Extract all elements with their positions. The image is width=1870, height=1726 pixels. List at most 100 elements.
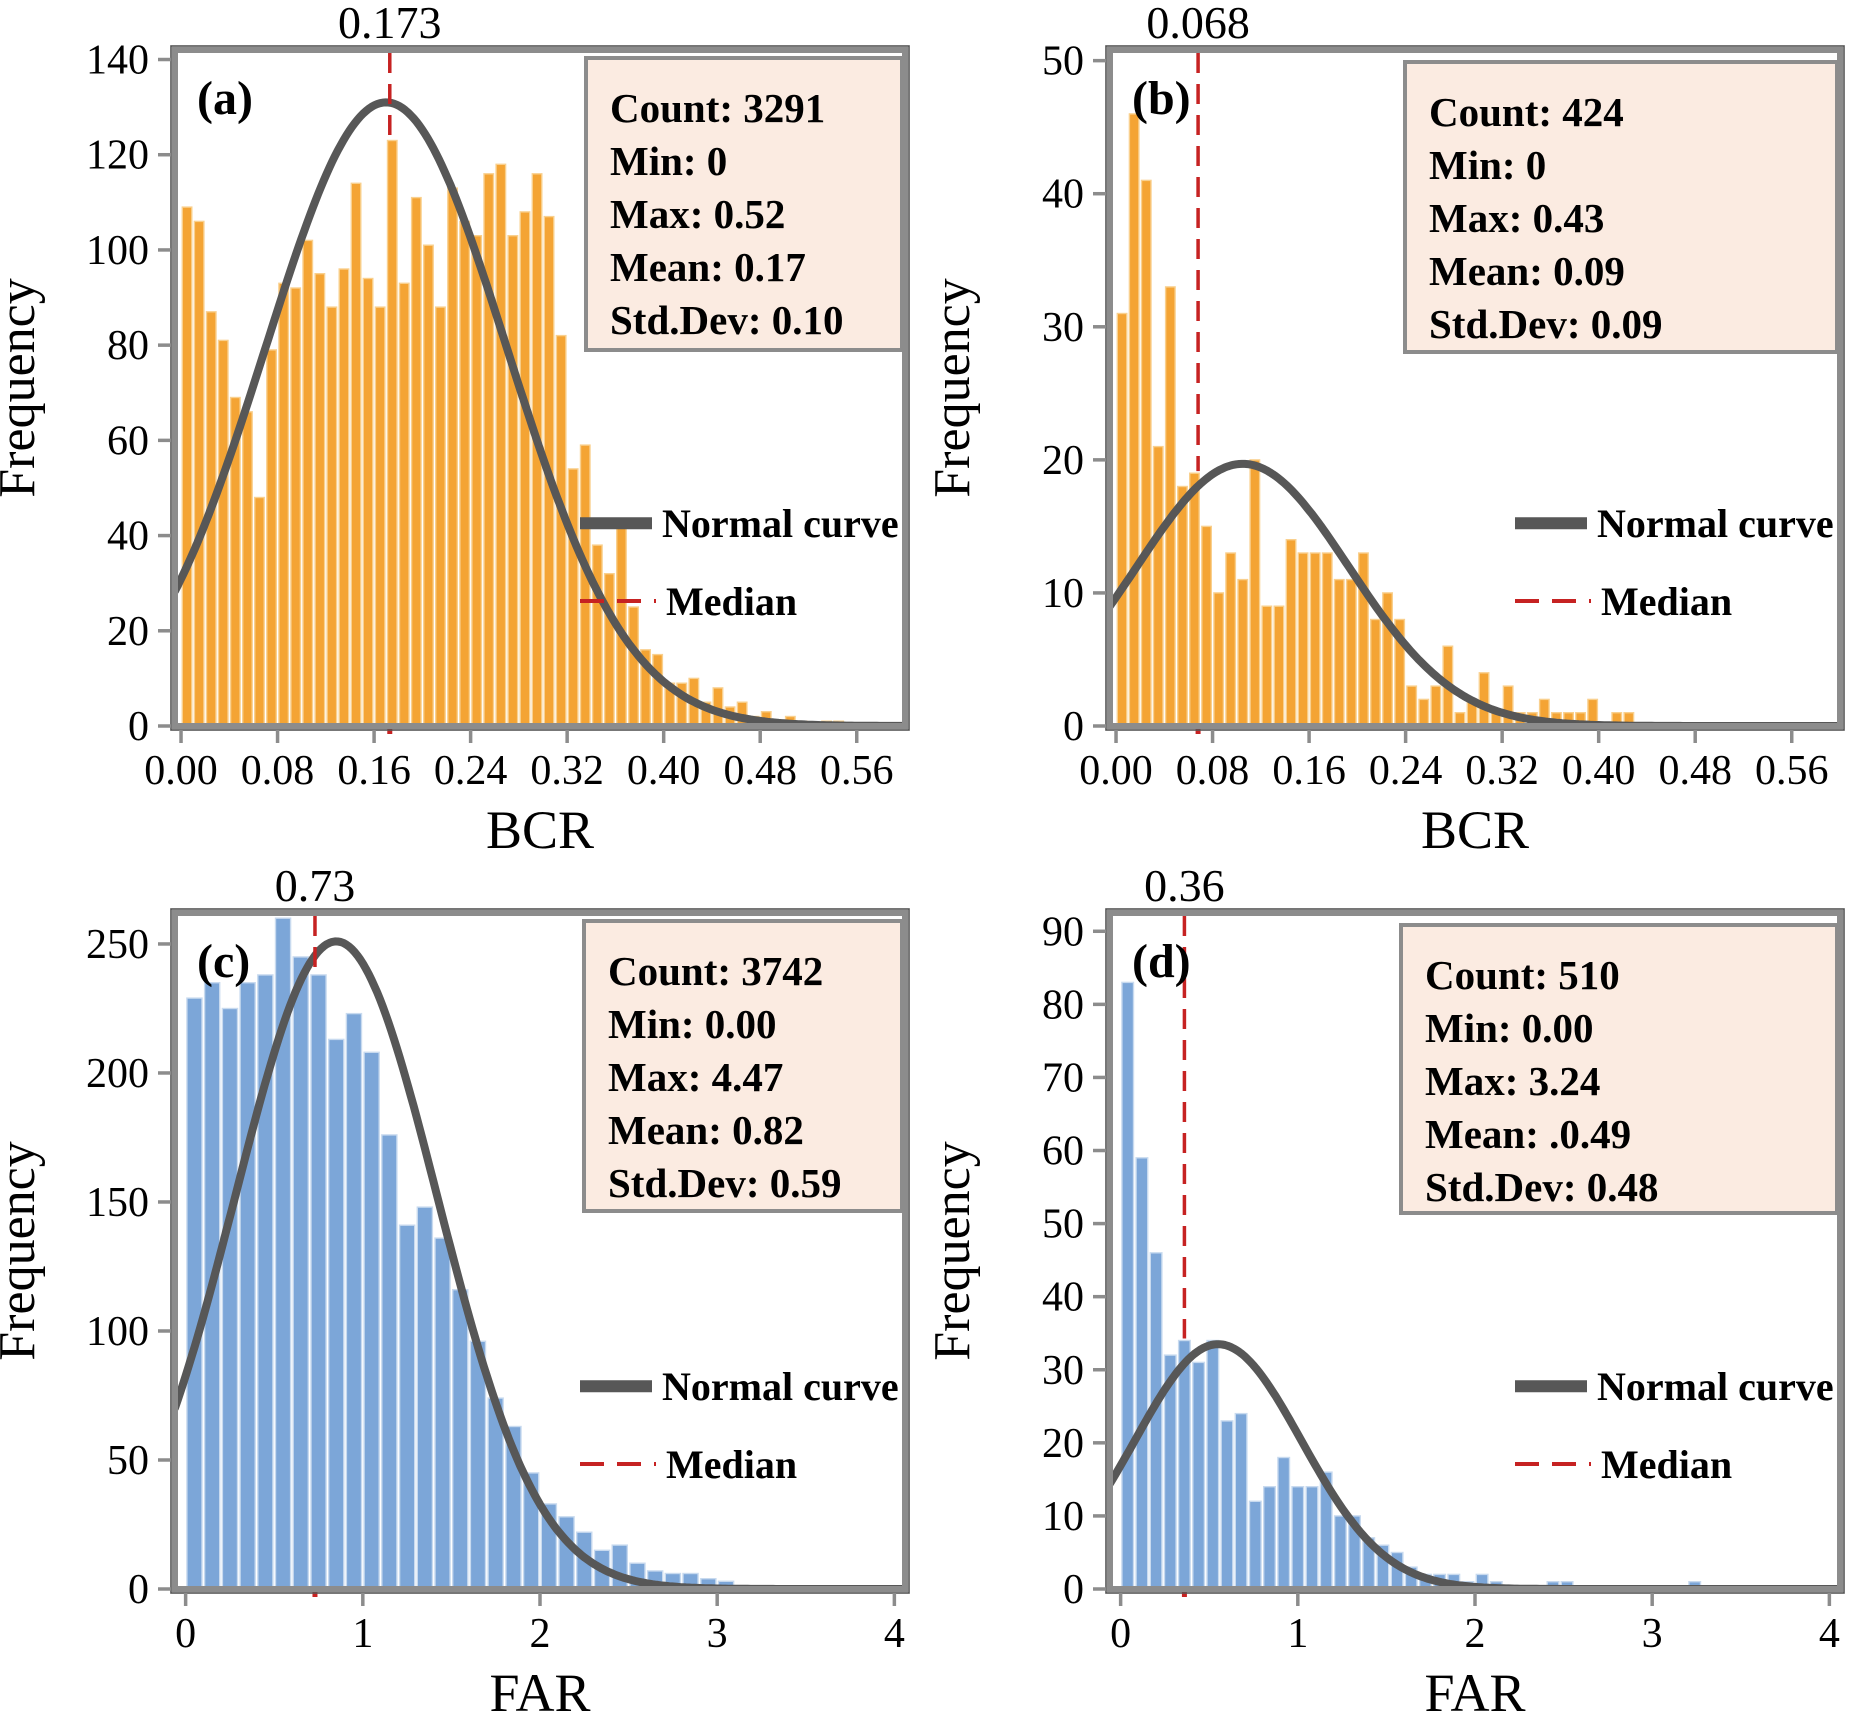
- stats-line: Max: 0.43: [1429, 195, 1604, 241]
- y-tick-label: 40: [1042, 172, 1084, 218]
- histogram-bar: [1261, 605, 1273, 726]
- stats-line: Count: 510: [1425, 952, 1620, 998]
- panel-d: 0.36 0 1 2 3 4 0 10 20 30 40 50 60 70 80 90 FAR Frequency…: [935, 863, 1870, 1726]
- stats-line: Count: 3742: [608, 948, 823, 994]
- median-value-label: 0.173: [338, 0, 442, 48]
- histogram-bar: [1297, 552, 1309, 726]
- stats-line: Count: 3291: [610, 85, 825, 131]
- histogram-bar: [1164, 286, 1176, 726]
- stats-line: Std.Dev: 0.09: [1429, 301, 1662, 347]
- y-tick-label: 20: [1042, 1421, 1084, 1467]
- y-tick-label: 200: [86, 1051, 149, 1097]
- stats-line: Min: 0: [610, 138, 727, 184]
- histogram-bar: [1273, 605, 1285, 726]
- histogram-bar: [1478, 672, 1490, 726]
- histogram-bar: [1176, 485, 1188, 726]
- histogram-bar: [1220, 1420, 1234, 1589]
- histogram-bar: [278, 282, 290, 726]
- x-tick-label: 2: [530, 1611, 551, 1657]
- histogram-bar: [221, 1007, 239, 1589]
- histogram-bar: [314, 273, 326, 726]
- histogram-bar: [338, 268, 350, 726]
- histogram-bar: [1192, 1361, 1206, 1589]
- histogram-bar: [1201, 525, 1212, 726]
- histogram-bar: [628, 606, 639, 726]
- plot-border: [172, 47, 908, 729]
- histogram-bar: [186, 997, 203, 1589]
- stats-line: Mean: .0.49: [1425, 1111, 1631, 1157]
- histogram-bar: [1333, 1515, 1347, 1589]
- plot-border-outer: [1105, 45, 1845, 731]
- histogram-bar: [302, 239, 314, 726]
- median-value-label: 0.36: [1144, 863, 1225, 911]
- histogram-bar: [603, 573, 615, 726]
- histogram-bar: [1206, 1339, 1220, 1589]
- histogram-far-all: 0.73 0 1 2 3 4 0 50 100 150 200 250 FAR Frequency (c) C…: [0, 863, 935, 1726]
- x-tick-label: 3: [707, 1611, 728, 1657]
- histogram-bar: [1249, 459, 1261, 726]
- x-tick-label: 0.56: [1755, 748, 1829, 794]
- histogram-bar: [310, 974, 327, 1589]
- y-tick-label: 10: [1042, 1494, 1084, 1540]
- histogram-bar: [1121, 981, 1135, 1589]
- panel-tag: (b): [1132, 72, 1191, 125]
- stats-line: Std.Dev: 0.48: [1425, 1164, 1658, 1210]
- plot-border: [1107, 47, 1843, 729]
- histogram-bar: [374, 306, 386, 726]
- histogram-bar: [241, 411, 253, 726]
- normal-curve: [1110, 459, 1840, 726]
- histogram-bar: [217, 339, 229, 726]
- y-tick-label: 60: [107, 418, 149, 464]
- x-tick-label: 0.16: [337, 748, 411, 794]
- histogram-bar: [1234, 1412, 1248, 1589]
- stats-line: Mean: 0.09: [1429, 248, 1625, 294]
- y-tick-label: 50: [1042, 1202, 1084, 1248]
- x-tick-label: 0.08: [1176, 748, 1250, 794]
- x-tick-label: 2: [1465, 1611, 1486, 1657]
- x-tick-label: 1: [352, 1611, 373, 1657]
- histogram-bar: [1177, 1339, 1191, 1589]
- x-tick-label: 0.56: [820, 748, 894, 794]
- stats-box: [1403, 60, 1839, 354]
- histogram-bar: [1237, 578, 1249, 726]
- histogram-bar: [266, 349, 277, 726]
- histogram-bar: [1430, 685, 1442, 726]
- plot-border: [172, 910, 908, 1592]
- legend-median-label: Median: [1601, 1442, 1732, 1487]
- y-tick-label: 20: [107, 609, 149, 655]
- median-value-label: 0.73: [275, 863, 356, 911]
- x-tick-label: 0.00: [1079, 748, 1153, 794]
- histogram-bar: [452, 1289, 469, 1589]
- histogram-bar: [398, 1224, 416, 1589]
- median-axis-mark: [1181, 1592, 1187, 1597]
- plot-border: [1107, 910, 1843, 1592]
- histogram-bar: [410, 196, 422, 726]
- histogram-bar: [386, 139, 398, 726]
- histogram-bar: [398, 282, 410, 726]
- histogram-bar: [591, 544, 603, 726]
- stats-line: Count: 424: [1429, 89, 1624, 135]
- y-tick-label: 80: [107, 323, 149, 369]
- histogram-bar: [1305, 1486, 1319, 1589]
- histogram-bar: [434, 1237, 451, 1589]
- stats-line: Max: 3.24: [1425, 1058, 1600, 1104]
- y-tick-label: 60: [1042, 1129, 1084, 1175]
- histogram-bar: [1128, 113, 1140, 726]
- histogram-bar: [1248, 1500, 1262, 1589]
- histogram-bar: [435, 306, 446, 726]
- y-tick-label: 50: [1042, 39, 1084, 85]
- histogram-bar: [290, 287, 302, 726]
- histogram-bar: [328, 1038, 345, 1589]
- histogram-bars: [1121, 981, 1702, 1589]
- histogram-bar: [507, 234, 519, 726]
- histogram-bar: [471, 234, 483, 726]
- x-tick-label: 0.32: [530, 748, 604, 794]
- y-tick-label: 0: [1063, 704, 1084, 750]
- y-tick-label: 120: [86, 133, 149, 179]
- x-axis-title: BCR: [1421, 800, 1529, 860]
- y-tick-label: 100: [86, 228, 149, 274]
- histogram-bar: [469, 1340, 487, 1589]
- histogram-bar: [1149, 1252, 1163, 1589]
- x-tick-label: 4: [884, 1611, 905, 1657]
